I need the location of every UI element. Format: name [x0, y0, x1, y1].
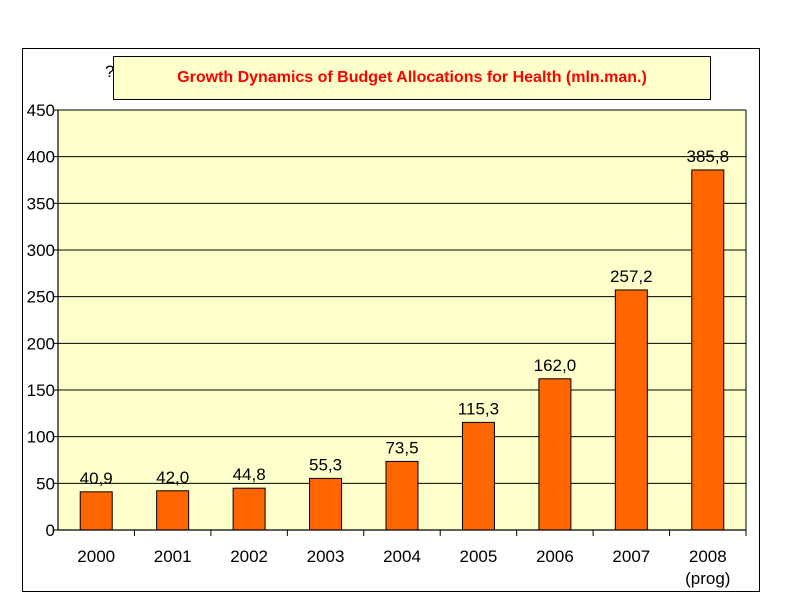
x-tick-label-2001: 2001 [154, 547, 192, 566]
x-tick-label-2007: 2007 [612, 547, 650, 566]
y-tick-label: 450 [27, 101, 55, 120]
y-tick-label: 100 [27, 428, 55, 447]
x-tick-label-2002: 2002 [230, 547, 268, 566]
bar-2008 [691, 169, 725, 531]
bars [79, 169, 725, 531]
x-tick-label-2006: 2006 [536, 547, 574, 566]
chart-title-box: Growth Dynamics of Budget Allocations fo… [113, 56, 711, 100]
bar-2006 [538, 378, 572, 531]
data-label-2000: 40,9 [80, 469, 113, 488]
axes [53, 109, 747, 536]
data-label-2006: 162,0 [534, 356, 577, 375]
x-tick-labels: 2000 2001 2002 2003 2004 2005 2006 2007 2008 (pro… [77, 547, 730, 588]
x-tick-label-2008: 2008 [689, 547, 727, 566]
data-label-2001: 42,0 [156, 468, 189, 487]
data-label-2005: 115,3 [458, 399, 499, 418]
data-label-2007: 257,2 [610, 267, 653, 286]
data-label-2002: 44,8 [233, 465, 266, 484]
x-tick-label-2005: 2005 [460, 547, 498, 566]
bar-2003 [309, 477, 343, 531]
y-tick-label: 200 [27, 334, 55, 353]
y-tick-label: 400 [27, 148, 55, 167]
x-tick-sublabel-2008: (prog) [685, 569, 730, 588]
y-tick-label: 350 [27, 194, 55, 213]
x-tick-label-2003: 2003 [307, 547, 345, 566]
bar-2001 [156, 490, 190, 531]
y-tick-label: 300 [27, 241, 55, 260]
bar-2004 [385, 460, 419, 531]
y-tick-label: 250 [27, 288, 55, 307]
data-label-2003: 55,3 [309, 455, 342, 474]
chart-title: Growth Dynamics of Budget Allocations fo… [177, 69, 647, 86]
bar-2002 [232, 487, 266, 531]
bar-2007 [614, 289, 648, 531]
bar-2005 [461, 421, 495, 531]
y-tick-label: 0 [46, 521, 55, 540]
stray-glyph: ? [105, 62, 115, 81]
x-tick-label-2004: 2004 [383, 547, 421, 566]
y-tick-label: 50 [36, 474, 55, 493]
data-label-2004: 73,5 [385, 438, 418, 457]
y-tick-label: 150 [27, 381, 55, 400]
x-tick-label-2000: 2000 [77, 547, 115, 566]
y-tick-labels: 0 50 100 150 200 250 300 350 400 450 [27, 101, 55, 540]
data-label-2008: 385,8 [687, 147, 730, 166]
bar-2000 [79, 491, 113, 531]
data-labels: 40,9 42,0 44,8 55,3 73,5 115,3 162,0 257,2 385,8 [80, 147, 729, 488]
